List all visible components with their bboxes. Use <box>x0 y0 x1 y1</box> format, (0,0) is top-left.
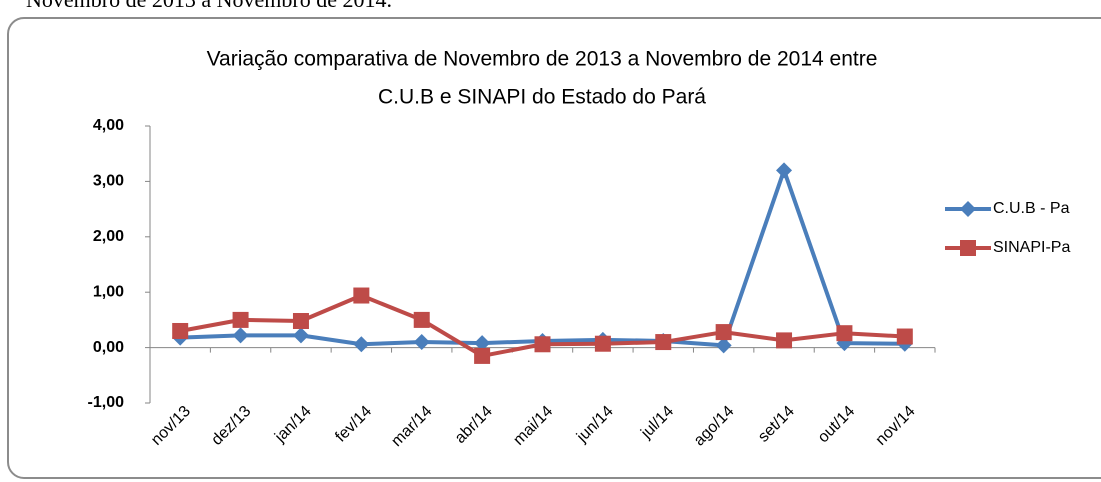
y-tick-label: 1,00 <box>93 283 124 300</box>
point <box>413 311 430 328</box>
chart-frame <box>7 17 1101 479</box>
point <box>353 287 370 304</box>
y-tick-label: 4,00 <box>93 117 124 134</box>
caption: Novembro de 2013 a Novembro de 2014. <box>26 0 392 12</box>
point <box>353 336 370 353</box>
point <box>776 332 793 349</box>
y-tick-label: -1,00 <box>88 394 125 411</box>
point <box>655 334 672 351</box>
point <box>474 347 491 364</box>
point <box>292 313 309 330</box>
y-tick-label: 0,00 <box>93 339 124 356</box>
point <box>594 335 611 352</box>
point <box>172 322 189 339</box>
point <box>776 162 793 179</box>
legend-marker <box>960 240 976 256</box>
y-tick-label: 2,00 <box>93 228 124 245</box>
chart-title: Variação comparativa de Novembro de 2013… <box>207 48 878 71</box>
point <box>896 328 913 345</box>
y-tick-label: 3,00 <box>93 173 124 190</box>
point <box>232 311 249 328</box>
chart-subtitle: C.U.B e SINAPI do Estado do Pará <box>378 86 706 109</box>
legend-label: C.U.B - Pa <box>993 200 1070 217</box>
point <box>836 325 853 342</box>
point <box>292 327 309 344</box>
point <box>232 327 249 344</box>
point <box>715 337 732 354</box>
legend-label: SINAPI-Pa <box>993 239 1070 256</box>
point <box>534 336 551 353</box>
point <box>413 334 430 351</box>
legend-marker <box>960 201 976 217</box>
point <box>715 324 732 341</box>
point <box>474 335 491 352</box>
